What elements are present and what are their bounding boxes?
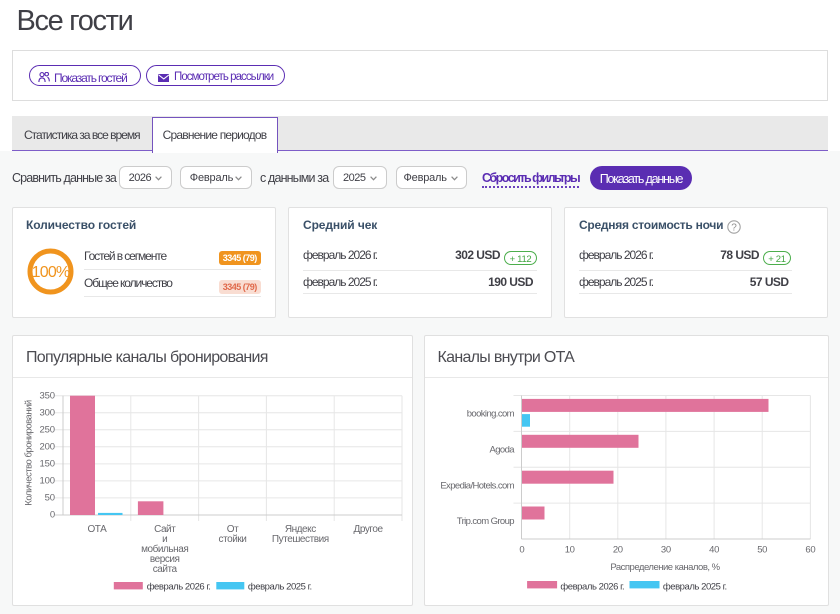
svg-text:февраль 2026 г.: февраль 2026 г. (147, 581, 211, 592)
svg-text:Сайт: Сайт (154, 524, 176, 535)
svg-text:Яндекс: Яндекс (285, 524, 316, 535)
svg-text:Путешествия: Путешествия (272, 534, 329, 545)
svg-text:Trip.com Group: Trip.com Group (457, 516, 515, 527)
svg-text:От: От (227, 524, 239, 535)
svg-text:Другое: Другое (354, 524, 384, 535)
svg-text:10: 10 (565, 545, 575, 556)
svg-text:версия: версия (150, 554, 180, 565)
svg-text:февраль 2025 г.: февраль 2025 г. (663, 581, 727, 592)
svg-text:мобильная: мобильная (141, 543, 188, 555)
svg-text:30: 30 (661, 545, 671, 556)
svg-text:0: 0 (519, 545, 524, 556)
svg-text:100%: 100% (32, 264, 70, 281)
svg-text:150: 150 (39, 459, 55, 470)
svg-text:250: 250 (39, 424, 55, 435)
svg-text:Количество бронирований: Количество бронирований (24, 400, 35, 506)
svg-text:40: 40 (709, 545, 719, 556)
svg-text:?: ? (731, 222, 737, 233)
svg-text:350: 350 (39, 390, 55, 401)
svg-text:200: 200 (39, 441, 55, 452)
svg-text:февраль 2025 г.: февраль 2025 г. (248, 581, 312, 592)
svg-text:300: 300 (39, 407, 55, 418)
svg-text:сайта: сайта (153, 564, 178, 575)
svg-text:0: 0 (50, 510, 55, 521)
svg-text:Распределение каналов, %: Распределение каналов, % (610, 562, 720, 573)
svg-text:Agoda: Agoda (490, 444, 516, 455)
svg-text:50: 50 (45, 493, 55, 504)
svg-text:100: 100 (39, 476, 55, 487)
svg-text:booking.com: booking.com (467, 409, 515, 420)
svg-text:и: и (162, 534, 167, 545)
svg-text:60: 60 (805, 545, 815, 556)
svg-text:Expedia/Hotels.com: Expedia/Hotels.com (440, 480, 514, 491)
svg-text:50: 50 (757, 545, 767, 556)
svg-text:стойки: стойки (219, 534, 247, 545)
svg-text:февраль 2026 г.: февраль 2026 г. (560, 581, 624, 592)
svg-text:ОТА: ОТА (87, 524, 107, 535)
svg-text:20: 20 (613, 545, 623, 556)
